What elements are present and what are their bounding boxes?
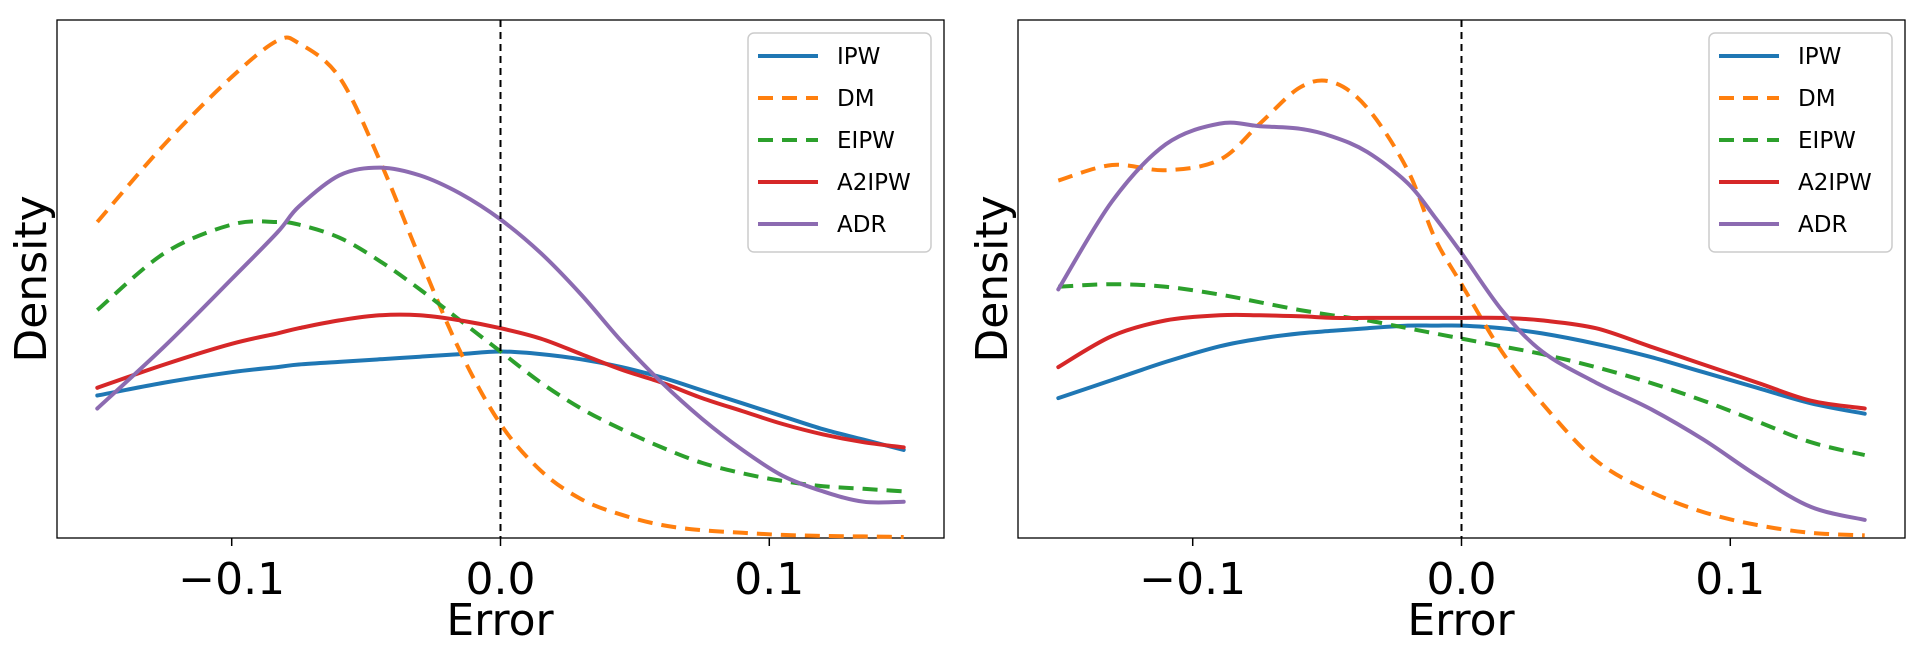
x-ticks: −0.1 0.0 0.1 (1139, 538, 1765, 605)
series-line-eipw (1058, 282, 1866, 458)
legend-label-dm: DM (1798, 86, 1836, 112)
legend-label-eipw: EIPW (837, 128, 895, 154)
legend-label-adr: ADR (837, 212, 886, 238)
series-line-a2ipw (95, 312, 906, 450)
x-axis-label: Error (1407, 595, 1515, 646)
x-tick-label: −0.1 (1139, 554, 1246, 605)
y-axis-label: Density (967, 195, 1018, 362)
legend: IPW DM EIPW A2IPW ADR (1708, 32, 1893, 253)
legend-label-dm: DM (837, 86, 875, 112)
y-axis-label: Density (6, 195, 57, 362)
x-tick-label: 0.0 (1427, 554, 1497, 605)
legend: IPW DM EIPW A2IPW ADR (747, 32, 932, 253)
legend-label-eipw: EIPW (1798, 128, 1856, 154)
right-panel: −0.1 0.0 0.1 Error Density IPW DM EIPW A2IPW A… (967, 19, 1906, 646)
series-line-eipw (96, 219, 904, 494)
legend-label-ipw: IPW (837, 44, 880, 70)
series-line-adr (1056, 120, 1867, 522)
legend-label-a2ipw: A2IPW (837, 170, 911, 196)
series-line-ipw (1056, 323, 1867, 416)
series-line-adr (95, 165, 906, 505)
line-series-group (1056, 78, 1867, 538)
x-tick-label: −0.1 (178, 554, 285, 605)
series-line-a2ipw (1056, 312, 1867, 411)
x-tick-label: 0.1 (1695, 554, 1765, 605)
x-tick-label: 0.0 (466, 554, 536, 605)
series-line-ipw (95, 349, 906, 452)
x-axis-label: Error (446, 595, 554, 646)
left-panel: −0.1 0.0 0.1 Error Density IPW DM EIPW A2IPW A… (6, 19, 945, 646)
series-line-dm (1057, 78, 1865, 538)
x-tick-label: 0.1 (734, 554, 804, 605)
line-series-group (95, 35, 906, 539)
legend-label-ipw: IPW (1798, 44, 1841, 70)
legend-box (1708, 32, 1893, 253)
series-line-dm (95, 35, 904, 539)
legend-label-a2ipw: A2IPW (1798, 170, 1872, 196)
legend-box (747, 32, 932, 253)
x-ticks: −0.1 0.0 0.1 (178, 538, 804, 605)
legend-label-adr: ADR (1798, 212, 1847, 238)
